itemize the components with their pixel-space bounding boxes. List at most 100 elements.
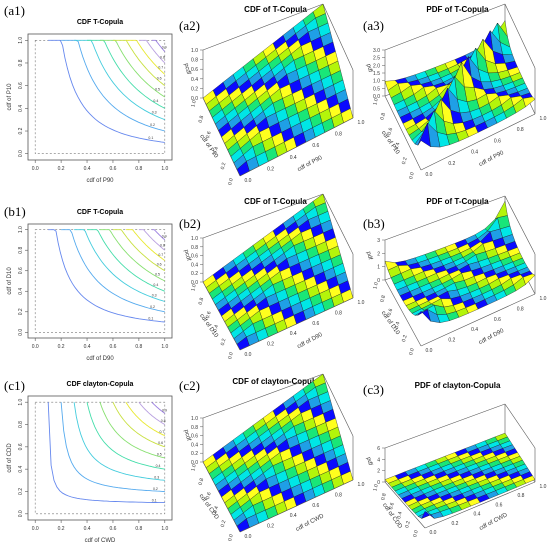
- contour-line: [125, 401, 166, 437]
- x-tick-label: 0.4: [84, 344, 91, 350]
- y-tick-label: 0.0: [18, 329, 24, 336]
- z-tick-label: 1.5: [373, 71, 380, 77]
- x-axis-label: cdf of CWD: [479, 512, 509, 532]
- y-tick-label: 0.8: [379, 112, 387, 120]
- contour-line: [61, 39, 165, 132]
- y-tick-label: 0.0: [412, 529, 420, 537]
- y-tick-label: 0.6: [18, 82, 24, 89]
- panel-label-a1: (a1): [4, 3, 25, 18]
- chart-title: CDF T-Copula: [77, 19, 123, 26]
- panel-b1: (b1) CDF T-Copula 0.0 0.2 0.4 0.6 0.8 1.0 0.0 0.…: [0, 190, 185, 370]
- z-tick-label: 0.6: [191, 67, 198, 73]
- y-tick-label: 0.6: [205, 311, 213, 319]
- contour-level-label: 0.9: [162, 234, 167, 238]
- y-tick-label: 0.4: [394, 321, 402, 329]
- y-tick-label: 0.6: [205, 491, 213, 499]
- panel-label-c3: (c3): [363, 382, 384, 397]
- contour-line: [113, 229, 166, 272]
- x-axis-label: cdf of D90: [86, 356, 114, 362]
- x-tick-label: 0.8: [335, 310, 342, 316]
- y-tick-label: 0.2: [404, 520, 412, 528]
- x-tick-label: 0.6: [494, 317, 501, 323]
- panel-b2: (b2) CDF of T-Copula 0.0 0.2 0.4 0.6 0.8 1.0 pc…: [179, 190, 368, 370]
- x-tick-label: 0.4: [290, 513, 297, 519]
- box-edge: [202, 373, 324, 419]
- y-tick-label: 0.8: [198, 115, 206, 123]
- x-tick-label: 0.6: [312, 143, 319, 149]
- box-edge: [384, 3, 506, 51]
- contour-level-label: 0.8: [161, 419, 166, 423]
- z-tick-label: 3.0: [373, 48, 380, 54]
- box-edge: [384, 195, 506, 241]
- contour-level-label: 0.1: [148, 316, 153, 320]
- x-tick-label: 0.4: [290, 331, 297, 337]
- x-tick-label: 0.8: [517, 127, 524, 133]
- y-tick-label: 0.2: [18, 127, 24, 134]
- z-tick-label: 0.2: [191, 451, 198, 457]
- contour-level-label: 0.8: [160, 56, 165, 60]
- chart-title: PDF of clayton-Copula: [415, 381, 501, 390]
- x-tick-label: 1.0: [161, 344, 168, 350]
- y-tick-label: 1.0: [372, 281, 380, 289]
- x-tick-label: 1.0: [540, 116, 547, 122]
- contour-line: [74, 39, 165, 121]
- box-edge: [322, 193, 354, 255]
- x-axis-label: cdf of P90: [297, 155, 324, 173]
- x-tick-label: 0.6: [109, 166, 116, 172]
- y-tick-label: 0.2: [401, 334, 409, 342]
- plot-frame: [27, 223, 173, 339]
- contour-line: [125, 39, 166, 75]
- y-tick-label: 0.0: [408, 347, 416, 355]
- z-tick-label: 0.6: [191, 254, 198, 260]
- surface-facet: [421, 511, 435, 519]
- contour-line: [100, 39, 166, 98]
- z-tick-label: 0.8: [191, 425, 198, 431]
- z-tick-label: 2.0: [373, 63, 380, 69]
- contour-level-label: 0.6: [158, 441, 163, 445]
- y-tick-label: 1.0: [372, 97, 380, 105]
- x-tick-label: 0.2: [267, 524, 274, 530]
- contour-line: [138, 39, 166, 64]
- x-axis-label: cdf of CWD: [295, 513, 325, 533]
- z-tick-label: 0.4: [191, 442, 198, 448]
- x-tick-label: 0.2: [58, 166, 65, 172]
- x-tick-label: 0.0: [32, 166, 39, 172]
- x-tick-label: 0.2: [452, 521, 459, 527]
- x-tick-label: 0.6: [312, 321, 319, 327]
- contour-level-label: 0.3: [152, 111, 157, 115]
- x-tick-label: 0.2: [267, 166, 274, 172]
- panel-c2: (c2) CDF of clayton-Copula 0.0 0.2 0.4 0.6 0.…: [179, 370, 368, 549]
- box-edge: [202, 3, 324, 51]
- y-tick-label: 1.0: [190, 283, 198, 291]
- x-axis-label: cdf of D90: [297, 332, 325, 350]
- z-axis-label: pcdf: [183, 249, 192, 262]
- x-tick-label: 0.4: [84, 526, 91, 532]
- box-edge: [322, 373, 354, 437]
- x-tick-label: 1.0: [358, 120, 365, 126]
- y-tick-label: 0.0: [227, 533, 235, 541]
- z-tick-label: 0.8: [191, 58, 198, 64]
- y-tick-label: 0.8: [198, 297, 206, 305]
- z-tick-label: 1: [377, 265, 380, 271]
- panel-c3: (c3) PDF of clayton-Copula 0 2 4 6 pdf 0.0 0.2 0…: [363, 370, 550, 549]
- z-tick-label: 0.0: [191, 460, 198, 466]
- y-tick-label: 0.6: [387, 308, 395, 316]
- chart-title: CDF T-Copula: [77, 209, 123, 216]
- z-tick-label: 1.0: [191, 236, 198, 242]
- contour-level-label: 0.6: [157, 76, 162, 80]
- x-tick-label: 0.6: [109, 526, 116, 532]
- contour-level-label: 0.7: [159, 430, 164, 434]
- panel-label-a3: (a3): [363, 18, 384, 33]
- z-tick-label: 3: [377, 238, 380, 244]
- x-tick-label: 0.8: [135, 166, 142, 172]
- y-tick-label: 0.4: [396, 511, 404, 519]
- x-tick-label: 0.4: [290, 155, 297, 161]
- box-edge: [202, 461, 241, 533]
- x-tick-label: 0.4: [471, 150, 478, 156]
- x-axis-label: cdf of P90: [86, 178, 114, 184]
- y-tick-label: 0.6: [18, 443, 24, 450]
- z-axis-label: pcdf: [183, 429, 192, 442]
- z-tick-label: 1.0: [373, 79, 380, 85]
- contour-line: [87, 229, 165, 292]
- z-axis-label: pdf: [365, 457, 373, 467]
